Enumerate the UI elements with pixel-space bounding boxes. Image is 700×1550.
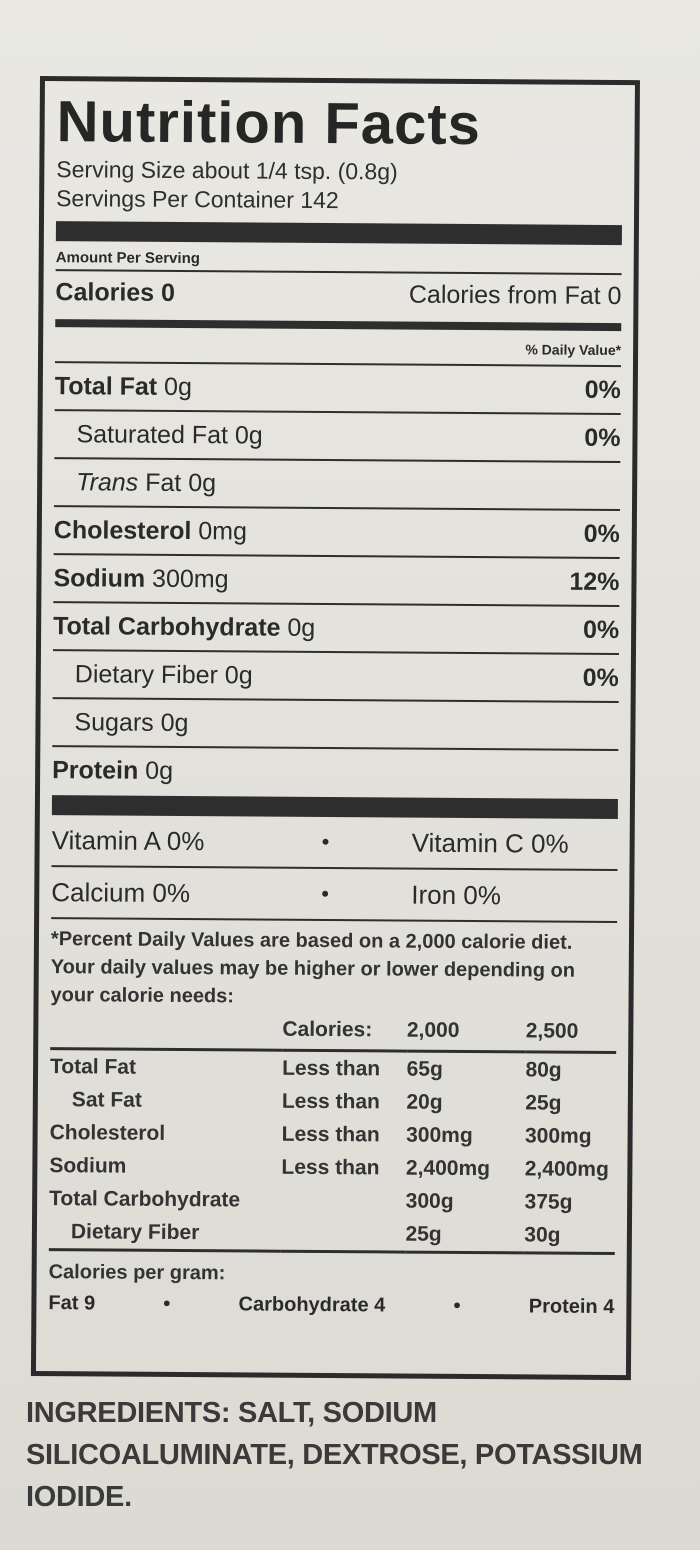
vitamin-row: Calcium 0% • Iron 0% — [51, 867, 618, 924]
table-cell: Sodium — [49, 1154, 127, 1178]
nutrient-pct: 0% — [583, 519, 620, 549]
table-row: Dietary Fiber 25g 30g — [48, 1215, 616, 1254]
nutrient-row-sugars: Sugars 0g — [52, 699, 619, 752]
table-cell: 25g — [525, 1091, 562, 1115]
bullet-icon: • — [453, 1294, 461, 1317]
nutrient-row-total-fat: Total Fat 0g 0% — [54, 363, 621, 416]
serving-size: Serving Size about 1/4 tsp. (0.8g) — [56, 156, 398, 185]
nutrient-amount: 0g — [138, 756, 174, 785]
vitamin-left: Calcium 0% — [51, 877, 191, 909]
table-cell: 30g — [524, 1218, 616, 1254]
nutrient-amount: 300mg — [145, 564, 229, 594]
table-cell: Less than — [281, 1122, 380, 1147]
nutrient-row-cholesterol: Cholesterol 0mg 0% — [53, 507, 620, 560]
nutrient-row-protein: Protein 0g — [52, 747, 618, 797]
nutrient-amount: 0mg — [191, 517, 248, 546]
nutrient-amount: 0g — [227, 421, 263, 450]
bullet-icon: • — [321, 828, 330, 855]
calories-value: Calories 0 — [55, 278, 176, 307]
table-row: Cholesterol Less than 300mg 300mg — [50, 1116, 616, 1153]
nutrient-name: Dietary Fiber — [74, 660, 219, 690]
table-cell — [50, 1009, 283, 1051]
table-cell: Total Fat — [50, 1055, 137, 1079]
medium-divider — [55, 319, 622, 332]
amount-per-serving: Amount Per Serving — [55, 249, 200, 268]
nutrient-row-trans-fat: Trans Fat 0g — [53, 459, 621, 512]
nutrient-pct: 0% — [582, 663, 619, 693]
table-cell: 2,400mg — [524, 1157, 609, 1181]
vitamin-right: Iron 0% — [411, 879, 502, 911]
calories-from-fat: Calories from Fat 0 — [408, 280, 622, 311]
table-cell: 300g — [405, 1189, 454, 1213]
table-row: Total Carbohydrate 300g 375g — [49, 1182, 615, 1219]
nutrient-name: Total Carbohydrate — [53, 612, 281, 642]
panel-title: Nutrition Facts — [56, 89, 482, 158]
nutrient-amount: 0g — [280, 613, 316, 642]
footnote: *Percent Daily Values are based on a 2,0… — [50, 928, 576, 1008]
table-cell: Calories: — [282, 1010, 408, 1052]
table-cell: 300mg — [406, 1123, 473, 1148]
table-row: Total Fat Less than 65g 80g — [50, 1049, 616, 1087]
nutrient-name: Total Fat — [54, 372, 158, 401]
table-cell: 25g — [405, 1217, 525, 1253]
table-cell: Dietary Fiber — [48, 1215, 282, 1252]
cpg-fat: Fat 9 — [48, 1292, 96, 1315]
daily-value-header: % Daily Value* — [54, 331, 622, 368]
nutrient-row-sodium: Sodium 300mg 12% — [53, 555, 620, 608]
vitamin-right: Vitamin C 0% — [411, 827, 569, 859]
table-cell: Less than — [281, 1089, 381, 1114]
nutrient-name: Protein — [52, 756, 139, 785]
thick-divider — [55, 221, 622, 246]
nutrient-amount: 0g — [157, 372, 193, 402]
table-cell: Less than — [282, 1056, 381, 1081]
cpg-protein: Protein 4 — [528, 1295, 615, 1319]
table-cell — [280, 1216, 406, 1253]
table-cell: Less than — [281, 1155, 380, 1180]
nutrient-name: Fat — [138, 468, 182, 497]
table-header-row: Calories: 2,000 2,500 — [50, 1009, 617, 1053]
vitamin-row: Vitamin A 0% • Vitamin C 0% — [51, 815, 618, 872]
nutrient-amount: 0g — [153, 708, 189, 738]
nutrient-amount: 0g — [181, 468, 217, 498]
table-cell: 20g — [406, 1090, 443, 1114]
table-cell: 2,000 — [406, 1011, 526, 1052]
nutrient-row-total-carbohydrate: Total Carbohydrate 0g 0% — [52, 603, 620, 656]
ingredients-text: INGREDIENTS: SALT, SODIUM SILICOALUMINAT… — [26, 1397, 643, 1513]
calories-per-gram-label: Calories per gram: — [48, 1261, 226, 1285]
bullet-icon: • — [163, 1292, 171, 1315]
table-cell: 375g — [524, 1190, 573, 1214]
table-row: Sodium Less than 2,400mg 2,400mg — [49, 1149, 615, 1186]
bullet-icon: • — [321, 880, 330, 907]
table-cell: Total Carbohydrate — [49, 1187, 241, 1212]
nutrient-pct: 0% — [584, 375, 621, 405]
table-cell: 65g — [406, 1057, 443, 1081]
nutrient-name: Sugars — [74, 708, 154, 737]
nutrient-row-dietary-fiber: Dietary Fiber 0g 0% — [52, 651, 619, 704]
table-row: Sat Fat Less than 20g 25g — [50, 1083, 616, 1120]
servings-per-container: Servings Per Container 142 — [56, 185, 339, 214]
nutrient-name-italic: Trans — [76, 468, 139, 497]
table-cell — [281, 1184, 406, 1218]
vitamin-left: Vitamin A 0% — [51, 825, 205, 857]
nutrient-amount: 0g — [217, 661, 253, 690]
table-cell: Cholesterol — [49, 1121, 166, 1145]
nutrition-facts-panel: Nutrition Facts Serving Size about 1/4 t… — [30, 76, 640, 1381]
nutrient-row-saturated-fat: Saturated Fat 0g 0% — [54, 411, 621, 464]
calories-row: Calories 0 Calories from Fat 0 — [55, 271, 621, 317]
cpg-carbohydrate: Carbohydrate 4 — [238, 1293, 386, 1317]
nutrient-pct: 12% — [569, 567, 620, 597]
nutrient-pct: 0% — [584, 423, 621, 453]
daily-values-table: Calories: 2,000 2,500 Total Fat Less tha… — [48, 1009, 617, 1255]
table-cell: 2,400mg — [405, 1156, 491, 1181]
nutrient-name: Cholesterol — [53, 516, 192, 546]
table-cell: 2,500 — [525, 1012, 617, 1053]
nutrient-name: Sodium — [53, 564, 146, 593]
table-cell: 80g — [525, 1058, 562, 1082]
calories-per-gram-row: Fat 9 • Carbohydrate 4 • Protein 4 — [48, 1287, 614, 1323]
table-cell: 300mg — [524, 1124, 592, 1148]
nutrient-pct: 0% — [582, 615, 620, 645]
nutrient-name: Saturated Fat — [76, 420, 229, 450]
table-cell: Sat Fat — [71, 1088, 142, 1112]
